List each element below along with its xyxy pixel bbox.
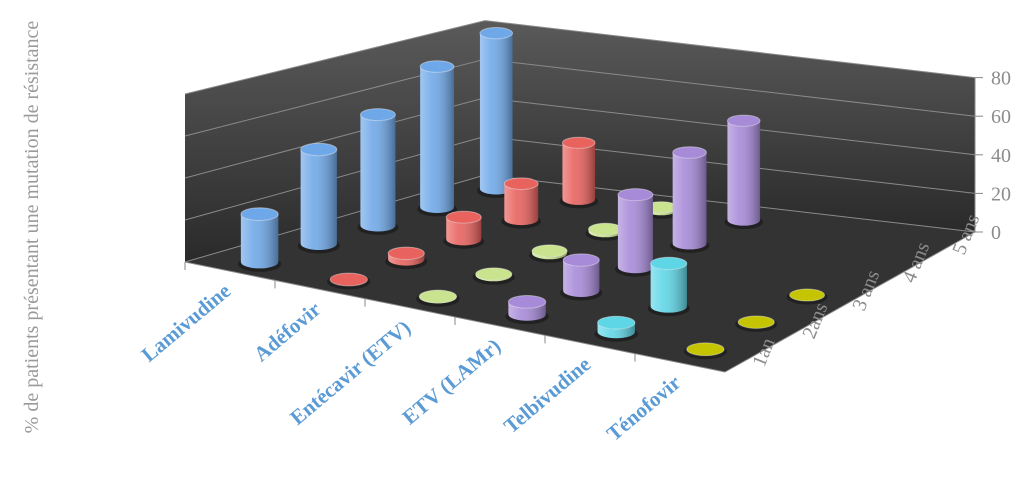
cylinder [418,289,458,304]
cylinder-shade [644,207,678,216]
cylinder-shade [563,260,600,297]
cylinder-shade [672,152,707,250]
cylinder [419,60,455,213]
z-axis [724,231,976,373]
cylinder [726,114,761,226]
cylinder-shade [588,229,623,238]
cylinder-top [507,294,547,309]
cylinder-shade [479,33,513,195]
cylinder [644,201,679,216]
cylinder-top [475,267,513,281]
cylinder-top [617,188,654,202]
x-tick-label: Adéfovir [249,297,325,366]
cylinder-top [445,210,482,224]
cylinder [597,315,636,339]
cylinder [387,246,425,266]
y-tick-label: 40 [991,145,1011,167]
cylinder-shade [650,263,687,313]
cylinder [588,222,623,238]
cylinder-top [531,244,568,258]
cylinder-top [672,146,707,159]
cylinder [507,294,547,321]
cylinder [561,136,596,205]
side-wall [185,20,485,262]
cylinder-shade [504,183,539,226]
cylinder-top [562,253,600,267]
cylinder [445,210,482,246]
cylinder-shade [562,142,596,205]
cylinder-top [503,177,539,190]
y-tick-label: 80 [991,68,1011,90]
cylinder-top [300,142,338,157]
cylinder-top [737,315,775,329]
cylinder-top [588,222,623,236]
cylinder-shade [360,114,396,232]
cylinder-top [419,60,455,73]
grid-line [184,20,976,95]
cylinder-shade [532,250,568,260]
cylinder [531,244,568,260]
cylinder-shade [446,217,482,246]
x-tick-label: Lamivudine [137,279,236,367]
cylinder [562,253,600,297]
cylinder-top [418,289,458,304]
cylinder-shade [240,214,279,269]
y-tick-label: 0 [991,222,1001,244]
x-axis [184,261,726,373]
cylinder [617,188,654,274]
cylinder-top [359,108,396,122]
cylinder-shade [727,120,761,226]
cylinder-top [650,256,688,271]
cylinder-top [597,315,636,330]
y-tick-label: 60 [991,106,1011,128]
cylinder-shade [388,253,425,266]
cylinder-top [561,136,596,149]
x-tick-label: Ténofovir [602,370,685,445]
cylinder [650,256,688,313]
cylinder [503,177,539,226]
x-tick-label: ETV (LAMr) [398,334,506,430]
cylinder [240,207,279,269]
cylinder [329,272,368,287]
cylinder [475,267,513,282]
cylinder [686,342,725,357]
cylinder [737,315,775,329]
cylinder-shade [617,194,653,274]
cylinder-top [240,207,279,222]
cylinder-shade [508,301,546,321]
cylinder-shade [300,149,337,250]
y-tick-label: 20 [991,183,1011,205]
cylinder-top [479,27,514,40]
cylinder [479,27,514,195]
cylinder-top [789,288,826,302]
cylinder-shade [420,66,454,213]
cylinder-top [329,272,368,287]
x-tick-label: Telbivudine [499,352,595,438]
cylinder-top [686,342,725,357]
cylinder-shade [597,322,635,339]
cylinder [359,108,396,232]
cylinder [789,288,826,302]
cylinder-top [387,246,425,260]
cylinder-top [726,114,761,127]
cylinder [300,142,338,250]
cylinder-shade [475,274,512,282]
cylinder [672,146,707,250]
